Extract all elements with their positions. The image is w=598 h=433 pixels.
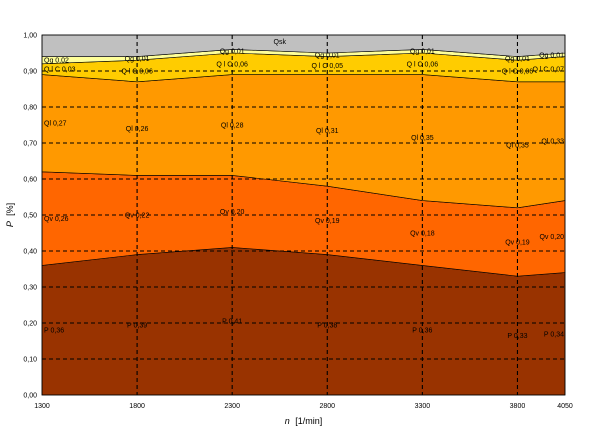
x-axis-title: n [1/min] xyxy=(285,416,323,426)
y-tick-label: 0,10 xyxy=(23,357,37,364)
x-axis-unit: [1/min] xyxy=(295,416,322,426)
x-tick-label: 3800 xyxy=(510,403,526,410)
y-tick-labels: 0,00 0,10 0,20 0,30 0,40 0,50 0,60 0,70 0,80 0,90… xyxy=(23,33,37,400)
data-label-q-l-c: Q l C 0,06 xyxy=(407,61,439,68)
data-label-ql: Ql 0,35 xyxy=(506,142,529,149)
data-label-qg: Qg 0,02 xyxy=(44,58,69,65)
data-label-q-l-c: Q l C 0,03 xyxy=(44,67,76,74)
data-label-qsk: Qsk xyxy=(274,39,287,46)
y-tick-label: 0,20 xyxy=(23,321,37,328)
data-label-qv: Qv 0,20 xyxy=(220,209,245,216)
data-label-p: P 0,38 xyxy=(317,322,337,329)
data-label-qv: Qv 0,18 xyxy=(410,231,435,238)
y-tick-label: 0,90 xyxy=(23,69,37,76)
data-label-qg: Qg 0,01 xyxy=(505,56,530,63)
data-label-q-l-c: Q l C 0,06 xyxy=(502,69,534,76)
data-label-qv: Qv 0,19 xyxy=(505,240,530,247)
data-label-p: P 0,36 xyxy=(44,328,64,335)
y-tick-label: 0,00 xyxy=(23,393,37,400)
y-tick-label: 1,00 xyxy=(23,33,37,40)
y-axis-title: P [%] xyxy=(5,203,15,227)
plot-border xyxy=(41,34,566,396)
y-axis-variable: P xyxy=(5,221,15,227)
vertical-gridlines xyxy=(136,35,519,395)
data-labels: P 0,36 P 0,39 P 0,41 P 0,38 P 0,36 P 0,33 P 0,… xyxy=(44,39,564,340)
data-label-qv: Qv 0,20 xyxy=(539,234,564,241)
x-tick-label: 3300 xyxy=(415,403,431,410)
x-tick-label: 1800 xyxy=(129,403,145,410)
data-label-p: P 0,39 xyxy=(127,322,147,329)
data-label-qv: Qv 0,19 xyxy=(315,218,340,225)
data-label-q-l-c: Q l C 0,05 xyxy=(312,63,344,70)
x-tick-label: 4050 xyxy=(557,403,573,410)
x-axis-variable: n xyxy=(285,416,290,426)
data-label-p: P 0,36 xyxy=(412,328,432,335)
y-tick-label: 0,40 xyxy=(23,249,37,256)
data-label-p: P 0,41 xyxy=(222,319,242,326)
data-label-q-l-c: Q l C 0,07 xyxy=(532,67,564,74)
x-tick-label: 2800 xyxy=(319,403,335,410)
data-label-ql: Ql 0,26 xyxy=(126,126,149,133)
y-tick-label: 0,70 xyxy=(23,141,37,148)
data-label-q-l-c: Q l C 0,06 xyxy=(216,61,248,68)
y-tick-label: 0,60 xyxy=(23,177,37,184)
data-label-qg: Qg 0,01 xyxy=(410,49,435,56)
horizontal-gridlines xyxy=(42,70,565,360)
data-label-qv: Qv 0,22 xyxy=(125,213,150,220)
data-label-qg: Qg 0,01 xyxy=(315,52,340,59)
data-label-ql: Ql 0,35 xyxy=(411,135,434,142)
data-label-q-l-c: Q l C 0,06 xyxy=(121,69,153,76)
y-tick-label: 0,30 xyxy=(23,285,37,292)
y-axis-unit: [%] xyxy=(5,203,15,216)
area-series-group xyxy=(41,34,566,396)
data-label-ql: Ql 0,27 xyxy=(44,121,67,128)
data-label-qv: Qv 0,26 xyxy=(44,216,69,223)
data-label-qg: Qg 0,01 xyxy=(539,52,564,59)
y-tick-label: 0,50 xyxy=(23,213,37,220)
data-label-qg: Qg 0,01 xyxy=(125,56,150,63)
data-label-p: P 0,34 xyxy=(544,331,564,338)
y-tick-label: 0,80 xyxy=(23,105,37,112)
data-label-ql: Ql 0,33 xyxy=(541,139,564,146)
data-label-p: P 0,33 xyxy=(507,333,527,340)
x-tick-label: 2300 xyxy=(224,403,240,410)
x-tick-labels: 1300 1800 2300 2800 3300 3800 4050 xyxy=(34,403,573,410)
data-label-ql: Ql 0,31 xyxy=(316,128,339,135)
data-label-qg: Qg 0,01 xyxy=(220,49,245,56)
data-label-ql: Ql 0,28 xyxy=(221,123,244,130)
x-tick-label: 1300 xyxy=(34,403,50,410)
